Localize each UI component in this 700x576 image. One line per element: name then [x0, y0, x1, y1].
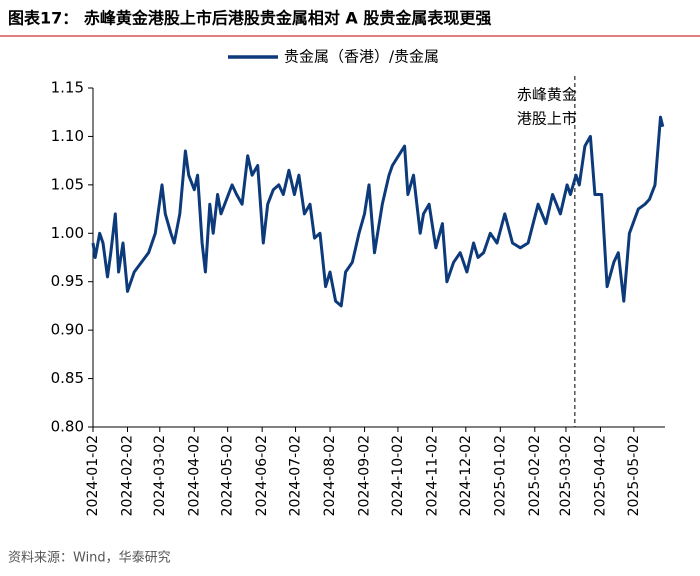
source-note: 资料来源：Wind，华泰研究	[8, 551, 171, 566]
x-tick-label: 2024-12-02	[458, 435, 474, 516]
x-tick-label: 2025-05-02	[626, 435, 642, 516]
legend-label: 贵金属（香港）/贵金属	[284, 48, 439, 66]
y-tick-label: 1.15	[51, 79, 84, 97]
x-tick-label: 2024-11-02	[424, 435, 440, 516]
x-tick-label: 2025-03-02	[558, 435, 574, 516]
y-tick-label: 0.85	[51, 369, 84, 387]
x-tick-label: 2024-02-02	[119, 435, 135, 516]
x-tick-label: 2024-03-02	[152, 435, 168, 516]
y-tick-label: 0.95	[51, 272, 84, 290]
annotation-text: 港股上市	[517, 110, 577, 128]
x-tick-label: 2024-07-02	[288, 435, 304, 516]
x-tick-label: 2024-10-02	[390, 435, 406, 516]
x-tick-label: 2024-04-02	[186, 435, 202, 516]
y-tick-label: 1.10	[51, 127, 84, 145]
x-tick-label: 2024-09-02	[357, 435, 373, 516]
y-tick-label: 1.00	[51, 224, 84, 242]
annotation-text: 赤峰黄金	[517, 86, 577, 104]
x-tick-label: 2025-02-02	[527, 435, 543, 516]
y-tick-label: 0.80	[51, 418, 84, 436]
data-line	[91, 115, 665, 308]
x-tick-label: 2024-08-02	[322, 435, 338, 516]
x-tick-label: 2024-05-02	[220, 435, 236, 516]
y-tick-label: 1.05	[51, 175, 84, 193]
x-tick-label: 2024-06-02	[254, 435, 270, 516]
x-tick-label: 2024-01-02	[85, 435, 101, 516]
x-tick-label: 2025-01-02	[492, 435, 508, 516]
y-tick-label: 0.90	[51, 321, 84, 339]
chart-title: 图表17： 赤峰黄金港股上市后港股贵金属相对 A 股贵金属表现更强	[8, 9, 491, 28]
x-tick-label: 2025-04-02	[592, 435, 608, 516]
